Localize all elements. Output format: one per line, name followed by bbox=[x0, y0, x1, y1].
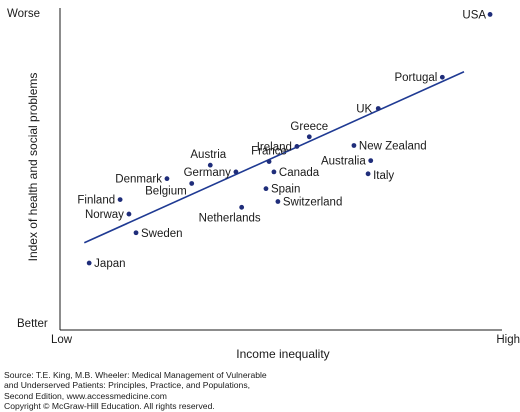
point-label-uk: UK bbox=[356, 103, 372, 115]
point-label-italy: Italy bbox=[373, 170, 394, 182]
source-line: and Underserved Patients: Principles, Pr… bbox=[4, 380, 251, 391]
point-norway bbox=[126, 211, 132, 217]
x-axis-title: Income inequality bbox=[236, 347, 329, 361]
point-label-ireland: Ireland bbox=[257, 141, 292, 153]
source-line: Second Edition, www.accessmedicine.com bbox=[4, 390, 167, 401]
point-belgium bbox=[189, 181, 195, 186]
point-finland bbox=[117, 197, 123, 202]
point-france bbox=[266, 159, 272, 164]
data-points: USA Portugal UK Greece New Zealand IrelandFra… bbox=[77, 9, 493, 270]
point-canada bbox=[271, 169, 277, 175]
point-new-zealand bbox=[351, 143, 357, 148]
point-label-germany: Germany bbox=[184, 167, 232, 179]
trend-line bbox=[83, 71, 465, 244]
y-axis-title: Index of health and social problems bbox=[26, 73, 40, 262]
point-uk bbox=[375, 106, 381, 111]
point-switzerland bbox=[275, 199, 281, 204]
point-label-austria: Austria bbox=[190, 149, 226, 161]
source-line: Source: T.E. King, M.B. Wheeler: Medical… bbox=[4, 370, 267, 380]
point-label-japan: Japan bbox=[94, 258, 125, 270]
point-ireland bbox=[294, 144, 300, 149]
point-label-australia: Australia bbox=[321, 156, 366, 168]
point-australia bbox=[368, 158, 374, 164]
point-label-canada: Canada bbox=[279, 167, 320, 179]
point-label-france: France bbox=[251, 146, 287, 158]
point-netherlands bbox=[239, 204, 245, 210]
point-austria bbox=[207, 162, 213, 168]
point-label-finland: Finland bbox=[77, 195, 115, 207]
source-note: Source: T.E. King, M.B. Wheeler: Medical… bbox=[4, 370, 267, 412]
point-greece bbox=[306, 134, 312, 140]
point-italy bbox=[365, 171, 371, 177]
point-label-sweden: Sweden bbox=[141, 228, 183, 240]
point-usa bbox=[487, 12, 493, 17]
y-axis-better-label: Better bbox=[17, 318, 48, 330]
point-germany bbox=[233, 169, 239, 175]
source-line: Copyright © McGraw-Hill Education. All r… bbox=[4, 401, 215, 412]
point-label-denmark: Denmark bbox=[115, 174, 162, 186]
axes bbox=[59, 8, 502, 331]
point-label-belgium: Belgium bbox=[145, 185, 187, 197]
point-label-greece: Greece bbox=[290, 121, 328, 133]
point-label-switzerland: Switzerland bbox=[283, 197, 342, 209]
point-label-portugal: Portugal bbox=[394, 72, 437, 84]
point-label-usa: USA bbox=[462, 9, 486, 21]
point-label-new-zealand: New Zealand bbox=[359, 140, 427, 152]
point-spain bbox=[263, 186, 269, 192]
point-sweden bbox=[133, 230, 139, 236]
point-label-norway: Norway bbox=[85, 209, 124, 221]
point-portugal bbox=[439, 74, 445, 80]
point-denmark bbox=[164, 176, 170, 182]
point-label-spain: Spain bbox=[271, 184, 300, 196]
scatter-chart: Worse Better Low High Income inequality … bbox=[7, 8, 520, 361]
x-axis-high-label: High bbox=[496, 334, 520, 346]
x-axis-low-label: Low bbox=[51, 334, 73, 346]
point-label-netherlands: Netherlands bbox=[199, 212, 261, 224]
y-axis-worse-label: Worse bbox=[7, 8, 40, 20]
point-japan bbox=[86, 260, 92, 266]
